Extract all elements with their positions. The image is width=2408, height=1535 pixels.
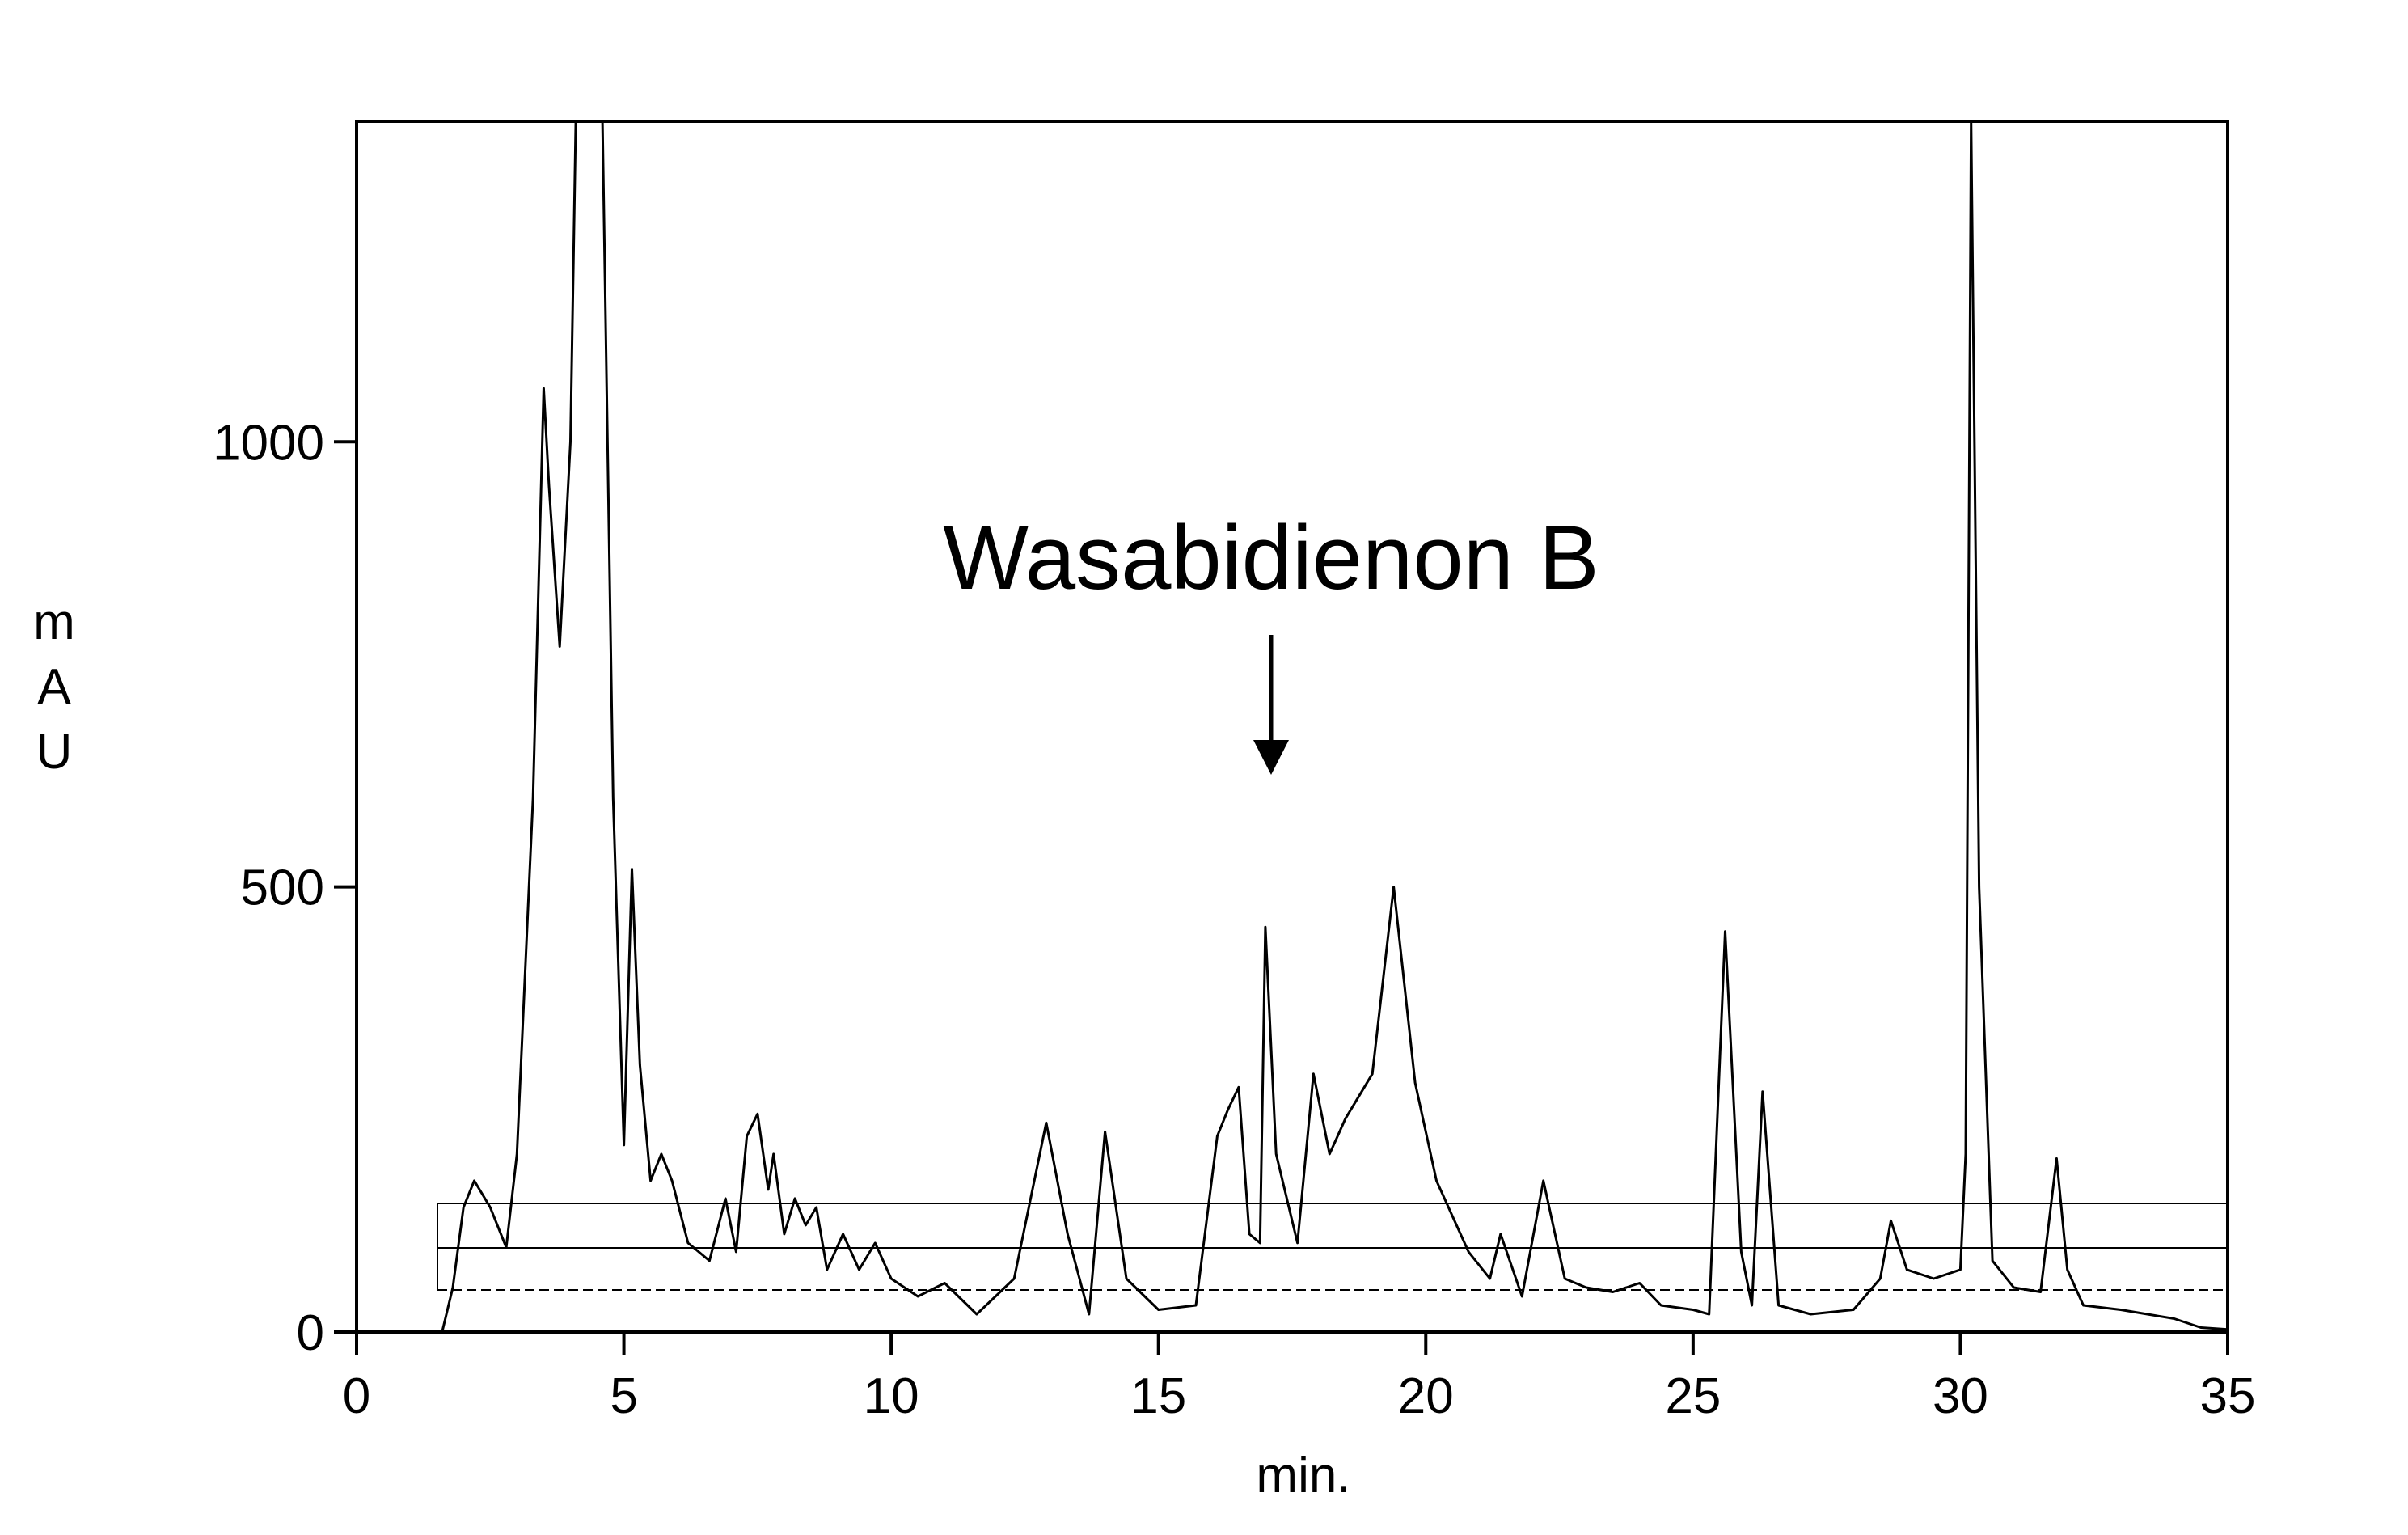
y-tick-label: 1000 xyxy=(213,415,324,471)
x-tick-label: 20 xyxy=(1398,1368,1454,1424)
annotation: Wasabidienon B xyxy=(943,507,1599,608)
x-tick-label: 35 xyxy=(2200,1368,2256,1424)
arrow-head xyxy=(1253,740,1289,775)
y-tick-label: 0 xyxy=(297,1305,324,1361)
x-tick-label: 25 xyxy=(1665,1368,1721,1424)
trace-line xyxy=(441,121,2228,1332)
x-tick-label: 5 xyxy=(610,1368,637,1424)
x-tick-label: 10 xyxy=(864,1368,919,1424)
x-axis-label: min. xyxy=(1256,1448,1350,1503)
y-tick-label: 500 xyxy=(241,861,324,916)
plot-frame xyxy=(355,120,2229,1334)
x-tick-label: 30 xyxy=(1933,1368,1988,1424)
x-tick-label: 0 xyxy=(343,1368,370,1424)
baseline-boxes xyxy=(437,1203,2228,1291)
x-tick-label: 15 xyxy=(1130,1368,1186,1424)
annotation-arrow xyxy=(1253,635,1289,775)
